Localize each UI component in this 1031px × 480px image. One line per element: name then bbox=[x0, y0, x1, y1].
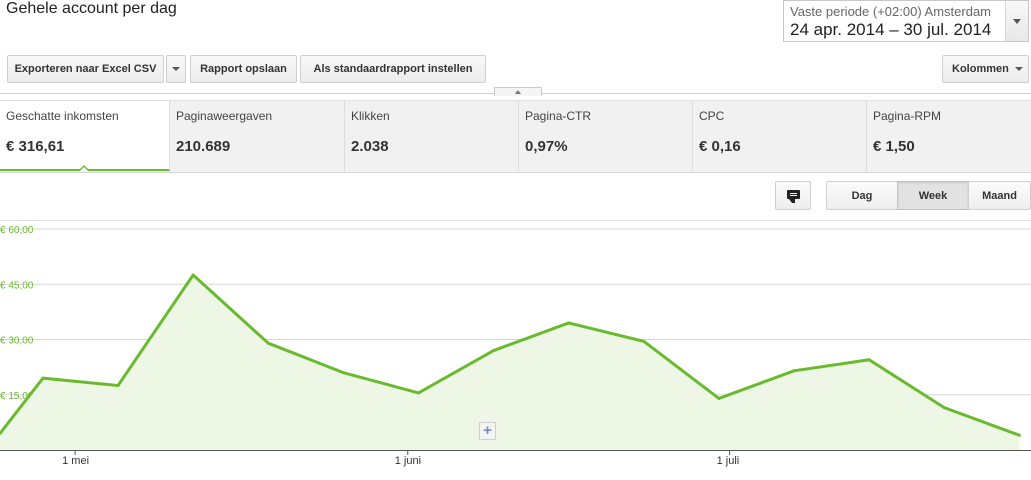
metric-label: Pagina-CTR bbox=[525, 109, 592, 123]
data-point[interactable] bbox=[266, 341, 270, 345]
chevron-down-icon bbox=[1014, 67, 1023, 71]
metric-value: € 1,50 bbox=[873, 138, 915, 155]
chart-top-border bbox=[0, 220, 1031, 221]
granularity-day-button[interactable]: Dag bbox=[826, 181, 898, 210]
columns-button[interactable]: Kolommen bbox=[942, 55, 1029, 83]
data-point[interactable] bbox=[642, 339, 646, 343]
data-point[interactable] bbox=[492, 349, 496, 353]
data-point[interactable] bbox=[942, 406, 946, 410]
metric-tab-cpc[interactable]: CPC € 0,16 bbox=[693, 101, 867, 171]
date-range-caption: Vaste periode (+02:00) Amsterdam bbox=[790, 4, 992, 19]
x-tick-label: 1 mei bbox=[62, 455, 90, 467]
metric-tab-estimated-earnings[interactable]: Geschatte inkomsten € 316,61 bbox=[0, 101, 170, 171]
page-title: Gehele account per dag bbox=[6, 0, 177, 17]
data-point[interactable] bbox=[1017, 433, 1021, 437]
metric-value: € 316,61 bbox=[6, 138, 65, 155]
metric-tab-page-ctr[interactable]: Pagina-CTR 0,97% bbox=[519, 101, 693, 171]
metric-label: CPC bbox=[699, 109, 725, 123]
metric-tab-pageviews[interactable]: Paginaweergaven 210.689 bbox=[170, 101, 345, 171]
y-tick-label: € 45,00 bbox=[0, 280, 34, 291]
collapse-toggle[interactable] bbox=[494, 87, 542, 96]
data-point[interactable] bbox=[341, 371, 345, 375]
active-pointer-icon bbox=[78, 165, 90, 171]
data-point[interactable] bbox=[116, 384, 120, 388]
granularity-week-button[interactable]: Week bbox=[897, 181, 969, 210]
data-point[interactable] bbox=[41, 376, 45, 380]
metric-tab-clicks[interactable]: Klikken 2.038 bbox=[345, 101, 519, 171]
series-area bbox=[0, 275, 1020, 450]
data-point[interactable] bbox=[567, 321, 571, 325]
metric-tab-page-rpm[interactable]: Pagina-RPM € 1,50 bbox=[867, 101, 1031, 171]
earnings-line-chart: € 15,00 € 30,00 € 45,00 € 60,00 bbox=[0, 225, 1031, 455]
metric-label: Pagina-RPM bbox=[873, 109, 942, 123]
metric-label: Geschatte inkomsten bbox=[6, 109, 119, 123]
data-point[interactable] bbox=[416, 391, 420, 395]
export-csv-button[interactable]: Exporteren naar Excel CSV bbox=[7, 55, 164, 83]
chevron-down-icon[interactable] bbox=[1005, 1, 1028, 41]
date-range-value: 24 apr. 2014 – 30 jul. 2014 bbox=[790, 20, 992, 39]
y-tick-label: € 15,00 bbox=[0, 391, 34, 402]
y-tick-label: € 30,00 bbox=[0, 336, 34, 347]
metric-label: Klikken bbox=[351, 109, 390, 123]
annotations-button[interactable] bbox=[775, 181, 811, 210]
x-tick-label: 1 juni bbox=[394, 455, 422, 467]
y-tick-label: € 60,00 bbox=[0, 225, 34, 236]
x-tick-label: 1 juli bbox=[716, 455, 740, 467]
metric-label: Paginaweergaven bbox=[176, 109, 273, 123]
columns-label: Kolommen bbox=[952, 63, 1009, 75]
add-annotation-icon[interactable]: + bbox=[479, 422, 496, 440]
data-point[interactable] bbox=[191, 273, 195, 277]
data-point[interactable] bbox=[0, 431, 2, 435]
metric-value: 2.038 bbox=[351, 138, 389, 155]
date-range-picker[interactable]: Vaste periode (+02:00) Amsterdam 24 apr.… bbox=[783, 0, 1029, 42]
save-report-button[interactable]: Rapport opslaan bbox=[190, 55, 297, 83]
data-point[interactable] bbox=[717, 396, 721, 400]
comment-icon bbox=[787, 190, 800, 203]
set-default-report-button[interactable]: Als standaardrapport instellen bbox=[300, 55, 486, 83]
metrics-bar: Geschatte inkomsten € 316,61 Paginaweerg… bbox=[0, 100, 1031, 173]
metric-value: 0,97% bbox=[525, 138, 568, 155]
metric-value: 210.689 bbox=[176, 138, 231, 155]
metric-value: € 0,16 bbox=[699, 138, 741, 155]
data-point[interactable] bbox=[792, 369, 796, 373]
export-options-dropdown[interactable] bbox=[166, 55, 186, 83]
data-point[interactable] bbox=[867, 358, 871, 362]
granularity-month-button[interactable]: Maand bbox=[968, 181, 1031, 210]
